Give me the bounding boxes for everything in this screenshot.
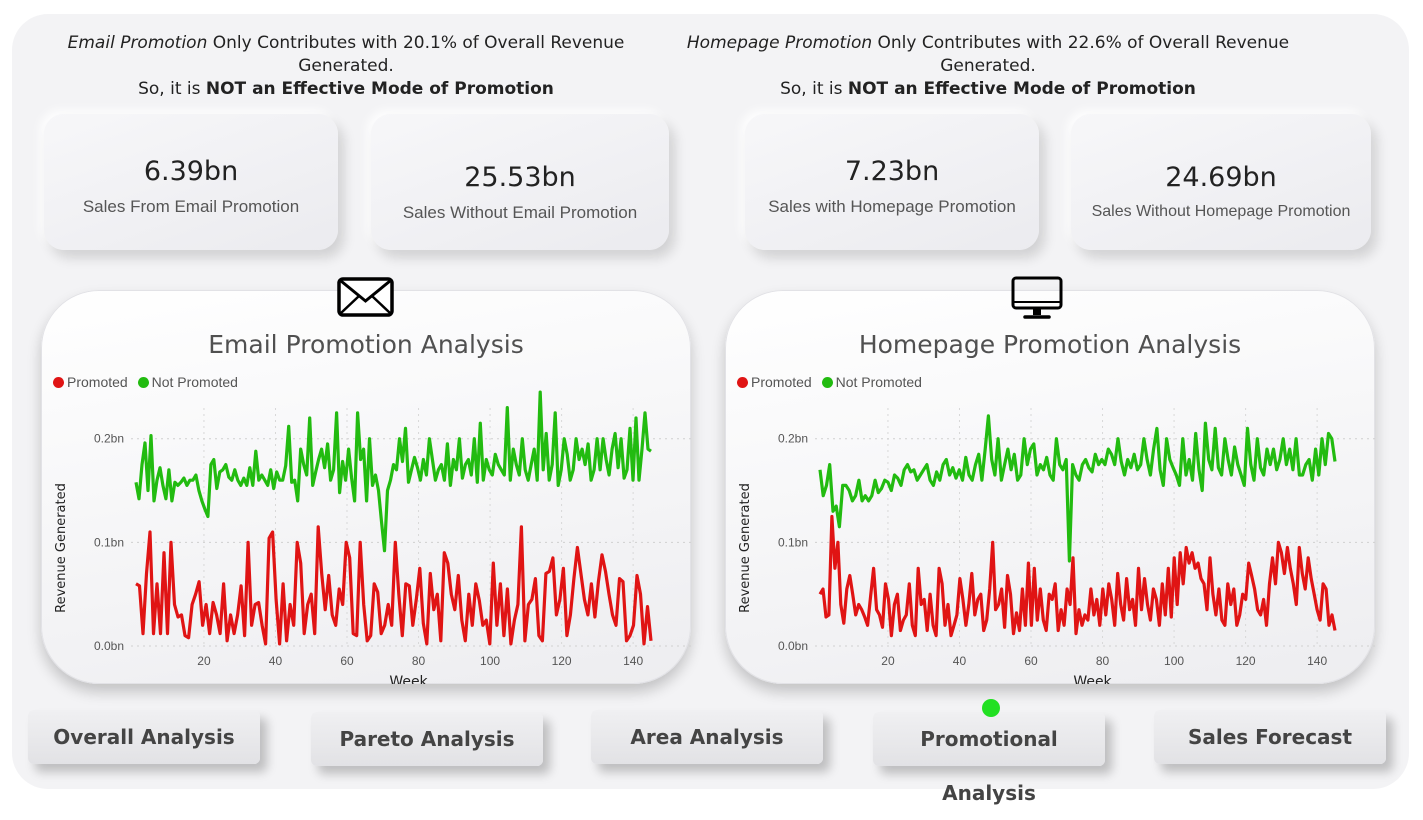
chart-title: Homepage Promotion Analysis <box>858 330 1242 359</box>
kpi-label: Sales Without Email Promotion <box>402 203 638 222</box>
nav-sales-forecast-button[interactable]: Sales Forecast <box>1154 710 1386 764</box>
email-promotion-chart-card: Email Promotion Analysis Promoted Not Pr… <box>41 290 691 684</box>
y-axis-title: Revenue Generated <box>738 483 753 613</box>
series-line-not-promoted[interactable] <box>818 414 1337 563</box>
chart-legend: Promoted Not Promoted <box>53 374 244 390</box>
email-headline-prefix: So, it is <box>138 79 206 99</box>
legend-dot-not-promoted <box>821 377 833 388</box>
y-tick-label: 0.2bn <box>94 432 124 446</box>
kpi-value: 24.69bn <box>1165 162 1277 193</box>
chart-title: Email Promotion Analysis <box>208 330 524 359</box>
homepage-headline-text: Only Contributes with 22.6% of Overall R… <box>872 33 1290 76</box>
kpi-label: Sales From Email Promotion <box>82 197 300 216</box>
legend-item-promoted[interactable]: Promoted <box>53 374 128 390</box>
x-tick-label: 120 <box>552 654 572 668</box>
kpi-card-without-homepage-sales: 24.69bn Sales Without Homepage Promotion <box>1071 114 1371 250</box>
monitor-icon <box>1011 276 1063 319</box>
kpi-value: 7.23bn <box>844 156 940 187</box>
y-tick-label: 0.0bn <box>94 639 124 653</box>
x-axis-title: Week <box>1073 674 1112 684</box>
legend-item-not-promoted[interactable]: Not Promoted <box>821 374 922 390</box>
y-axis-title: Revenue Generated <box>54 483 69 613</box>
x-tick-label: 80 <box>1096 654 1110 668</box>
chart-legend: Promoted Not Promoted <box>737 374 928 390</box>
envelope-icon <box>337 277 394 317</box>
kpi-card-without-email-sales: 25.53bn Sales Without Email Promotion <box>371 114 669 250</box>
kpi-card-homepage-sales: 7.23bn Sales with Homepage Promotion <box>745 114 1039 250</box>
legend-label: Promoted <box>751 374 812 390</box>
homepage-headline: Homepage Promotion Only Contributes with… <box>668 32 1308 101</box>
legend-label: Promoted <box>67 374 128 390</box>
homepage-headline-bold: NOT an Effective Mode of Promotion <box>847 79 1196 99</box>
x-axis-title: Week <box>389 674 428 684</box>
kpi-card-email-sales: 6.39bn Sales From Email Promotion <box>44 114 338 250</box>
x-tick-label: 100 <box>480 654 500 668</box>
series-line-promoted[interactable] <box>135 525 653 646</box>
email-headline-bold: NOT an Effective Mode of Promotion <box>205 79 554 99</box>
kpi-value: 6.39bn <box>143 156 239 187</box>
kpi-value: 25.53bn <box>464 162 576 193</box>
kpi-label: Sales Without Homepage Promotion <box>1091 203 1351 220</box>
homepage-headline-italic: Homepage Promotion <box>686 33 873 53</box>
x-tick-label: 20 <box>197 654 211 668</box>
x-tick-label: 60 <box>340 654 354 668</box>
homepage-headline-prefix: So, it is <box>780 79 848 99</box>
legend-dot-not-promoted <box>137 377 149 388</box>
x-tick-label: 100 <box>1164 654 1184 668</box>
x-tick-label: 40 <box>953 654 967 668</box>
legend-label: Not Promoted <box>151 374 238 390</box>
homepage-promotion-chart[interactable]: 0.0bn 0.1bn 0.2bn 20 40 60 80 100 120 140 Week Reve… <box>725 290 1375 684</box>
x-tick-label: 40 <box>269 654 283 668</box>
y-tick-label: 0.2bn <box>778 432 808 446</box>
kpi-label: Sales with Homepage Promotion <box>768 197 1016 216</box>
series-line-promoted[interactable] <box>818 514 1337 638</box>
nav-area-analysis-button[interactable]: Area Analysis <box>591 710 823 764</box>
x-tick-label: 140 <box>1307 654 1327 668</box>
homepage-promotion-chart-card: Homepage Promotion Analysis Promoted Not… <box>725 290 1375 684</box>
y-tick-label: 0.0bn <box>778 639 808 653</box>
legend-dot-promoted <box>737 377 748 388</box>
series-line-not-promoted[interactable] <box>134 390 652 553</box>
email-headline-text: Only Contributes with 20.1% of Overall R… <box>207 33 625 76</box>
email-headline: Email Promotion Only Contributes with 20… <box>26 32 666 101</box>
dashboard-canvas: Email Promotion Only Contributes with 20… <box>12 14 1409 805</box>
x-tick-label: 140 <box>623 654 643 668</box>
x-tick-label: 60 <box>1024 654 1038 668</box>
x-tick-label: 20 <box>881 654 895 668</box>
legend-dot-promoted <box>53 377 64 388</box>
x-tick-label: 80 <box>412 654 426 668</box>
y-tick-label: 0.1bn <box>94 535 124 549</box>
legend-label: Not Promoted <box>835 374 922 390</box>
legend-item-promoted[interactable]: Promoted <box>737 374 812 390</box>
email-headline-italic: Email Promotion <box>67 33 208 53</box>
nav-promotional-analysis-button[interactable]: Promotional Analysis <box>873 712 1105 805</box>
email-promotion-chart[interactable]: 0.0bn 0.1bn 0.2bn 20 40 60 80 100 120 140 Week Reve… <box>41 290 691 684</box>
y-tick-label: 0.1bn <box>778 535 808 549</box>
active-page-indicator <box>982 699 1000 717</box>
nav-pareto-analysis-button[interactable]: Pareto Analysis <box>311 712 543 766</box>
nav-overall-analysis-button[interactable]: Overall Analysis <box>28 710 260 764</box>
x-tick-label: 120 <box>1236 654 1256 668</box>
legend-item-not-promoted[interactable]: Not Promoted <box>137 374 238 390</box>
